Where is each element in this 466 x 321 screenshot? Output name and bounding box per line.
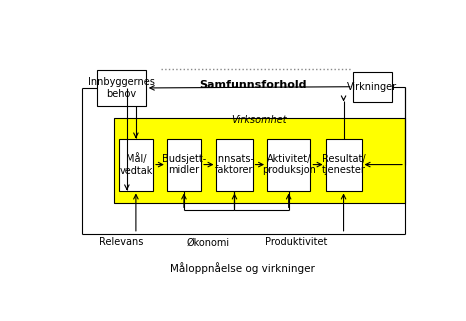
Bar bbox=[167, 139, 201, 191]
Text: Innbyggernes
behov: Innbyggernes behov bbox=[88, 77, 155, 99]
Text: Relevans: Relevans bbox=[99, 238, 144, 247]
Text: Mål/
vedtak: Mål/ vedtak bbox=[119, 153, 152, 176]
Text: Aktivitet/
produksjon: Aktivitet/ produksjon bbox=[262, 154, 315, 175]
Bar bbox=[97, 70, 146, 106]
Text: Økonomi: Økonomi bbox=[186, 238, 230, 247]
Bar bbox=[114, 117, 405, 203]
Text: Resultat/
tjenester: Resultat/ tjenester bbox=[322, 154, 365, 175]
Text: Måloppnåelse og virkninger: Måloppnåelse og virkninger bbox=[170, 263, 315, 274]
Bar bbox=[267, 139, 310, 191]
Text: Virkninger: Virkninger bbox=[347, 82, 397, 92]
Bar bbox=[216, 139, 253, 191]
Bar bbox=[353, 72, 392, 101]
Text: Innsats-
faktorer: Innsats- faktorer bbox=[215, 154, 254, 175]
Text: Samfunnsforhold: Samfunnsforhold bbox=[199, 81, 307, 91]
Text: Produktivitet: Produktivitet bbox=[266, 238, 328, 247]
Text: Budsjett-
midler: Budsjett- midler bbox=[162, 154, 206, 175]
Bar bbox=[326, 139, 362, 191]
Bar bbox=[119, 139, 153, 191]
Text: Virksomhet: Virksomhet bbox=[231, 115, 287, 125]
